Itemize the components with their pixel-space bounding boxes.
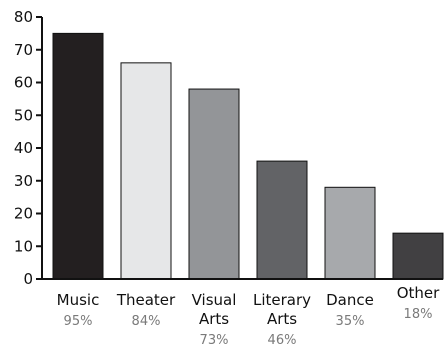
bar [188,88,240,280]
bar [256,160,308,280]
bar [324,186,376,280]
percent-label: 84% [132,314,161,329]
y-tick-label: 30 [14,172,33,190]
y-tick-label: 40 [14,139,33,157]
y-axis: 0 10 20 30 40 50 60 70 80 [14,8,43,288]
percent-label: 18% [404,307,433,322]
category-label: Dance [326,291,374,309]
y-tick-label: 0 [23,270,33,288]
y-tick-label: 20 [14,205,33,223]
category-label: Arts [267,310,297,328]
bar [52,32,104,280]
y-tick-label: 70 [14,41,33,59]
bar [120,62,172,280]
percent-label: 35% [336,314,365,329]
category-label: Literary [253,291,311,309]
category-label: Visual [192,291,237,309]
category-label: Music [57,291,100,309]
bars [52,32,444,280]
bar [392,232,444,280]
category-label: Other [397,284,440,302]
percent-label: 73% [200,333,229,348]
percent-label: 95% [64,314,93,329]
percent-label: 46% [268,333,297,348]
category-labels: Music95%Theater84%VisualArts73%LiteraryA… [57,284,440,348]
y-tick-label: 60 [14,74,33,92]
y-tick-label: 10 [14,237,33,255]
y-tick-label: 50 [14,106,33,124]
y-tick-label: 80 [14,8,33,26]
category-label: Arts [199,310,229,328]
category-label: Theater [116,291,176,309]
